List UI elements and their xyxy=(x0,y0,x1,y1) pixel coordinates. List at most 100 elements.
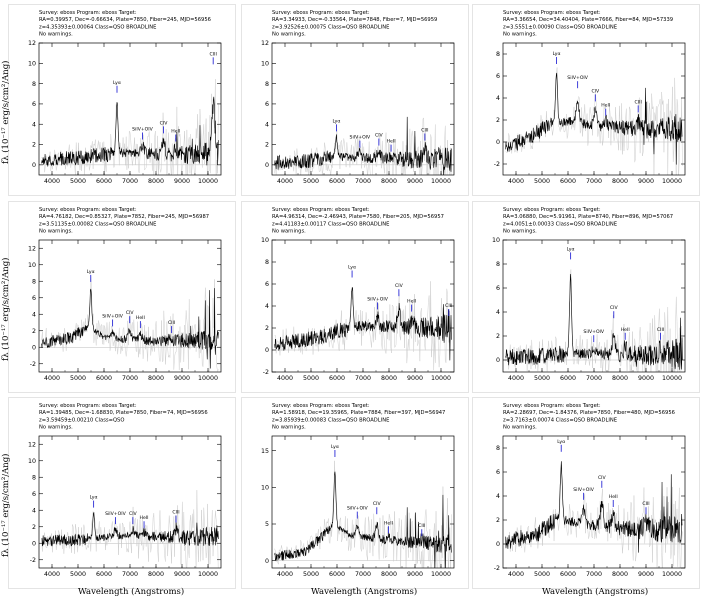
spectrum-chart: Survey: eboss Program: eboss Target:RA=0… xyxy=(28,10,222,185)
panel-header-line: No warnings. xyxy=(39,32,73,38)
y-tick-label: 6 xyxy=(265,101,269,108)
y-tick-label: 10 xyxy=(492,237,500,244)
y-tick-label: 0 xyxy=(265,162,269,169)
x-tick-label: 9000 xyxy=(174,571,190,578)
y-tick-label: 2 xyxy=(32,142,36,149)
y-tick-label: 10 xyxy=(28,458,36,465)
x-tick-label: 8000 xyxy=(148,178,164,185)
x-tick-label: 6000 xyxy=(96,571,112,578)
spectrum-panel: Survey: eboss Program: eboss Target: RA=0… xyxy=(8,4,236,196)
y-tick-label: -2 xyxy=(263,369,269,376)
emission-line-label: HeII xyxy=(171,129,180,135)
x-tick-label: 10000 xyxy=(662,571,682,578)
emission-line-label: Lyα xyxy=(331,444,339,450)
x-tick-label: 5000 xyxy=(70,178,86,185)
panel-header-line: RA=1.39485, Dec=-1.68830, Plate=7850, Fi… xyxy=(39,410,208,416)
emission-line-label: Lyα xyxy=(90,495,98,501)
error-spectrum xyxy=(505,464,683,568)
x-tick-label: 5000 xyxy=(534,571,550,578)
spectrum-panel: Survey: eboss Program: eboss Target: RA=4… xyxy=(8,201,236,393)
y-tick-label: 6 xyxy=(32,101,36,108)
x-tick-label: 9000 xyxy=(407,178,423,185)
emission-line-label: SiIV+OIV xyxy=(350,135,372,141)
x-tick-label: 8000 xyxy=(381,178,397,185)
x-tick-label: 6000 xyxy=(329,375,345,382)
emission-line-label: CIV xyxy=(375,133,384,139)
x-tick-label: 7000 xyxy=(355,571,371,578)
x-tick-label: 4000 xyxy=(277,375,293,382)
plot-frame xyxy=(38,239,222,373)
panel-header-line: Survey: eboss Program: eboss Target: xyxy=(272,403,370,409)
emission-line-label: CIII xyxy=(172,509,179,515)
emission-line-label: HeII xyxy=(621,327,630,333)
x-tick-label: 5000 xyxy=(534,375,550,382)
emission-line-label: HeII xyxy=(384,520,393,526)
error-spectrum xyxy=(41,79,219,175)
x-tick-label: 4000 xyxy=(508,375,524,382)
x-tick-label: 7000 xyxy=(586,375,602,382)
x-tick-label: 9000 xyxy=(407,571,423,578)
y-tick-label: -2 xyxy=(494,565,500,572)
x-axis-label: Wavelength (Angstroms) xyxy=(311,587,418,597)
emission-line-label: CIII xyxy=(642,501,649,507)
y-tick-label: 8 xyxy=(496,51,500,58)
y-tick-label: 0 xyxy=(496,139,500,146)
x-tick-label: 6000 xyxy=(96,178,112,185)
panel-header-line: RA=1.58918, Dec=19.35965, Plate=7884, Fi… xyxy=(272,410,445,416)
x-tick-label: 6000 xyxy=(560,571,576,578)
x-tick-label: 10000 xyxy=(198,571,218,578)
x-tick-label: 10000 xyxy=(198,178,218,185)
panel-header-line: Survey: eboss Program: eboss Target: xyxy=(39,403,137,409)
x-tick-label: 9000 xyxy=(638,375,654,382)
x-tick-label: 7000 xyxy=(122,178,138,185)
panel-header-line: No warnings. xyxy=(503,32,537,38)
y-tick-label: 4 xyxy=(32,507,36,514)
x-tick-label: 10000 xyxy=(662,375,682,382)
panel-header-line: Survey: eboss Program: eboss Target: xyxy=(272,10,370,16)
y-tick-label: 2 xyxy=(265,142,269,149)
x-tick-label: 9000 xyxy=(174,178,190,185)
panel-header-line: z=4.35393±0.00064 Class=QSO BROADLINE xyxy=(39,24,156,30)
spectrum-panel: Survey: eboss Program: eboss Target: RA=1… xyxy=(8,397,236,589)
y-tick-label: 8 xyxy=(32,81,36,88)
y-tick-label: 4 xyxy=(496,95,500,102)
emission-line-label: CIV xyxy=(160,120,169,126)
panel-header-line: RA=3.36654, Dec=34.40404, Plate=7666, Fi… xyxy=(503,17,673,23)
panel-header-line: z=4.41183±0.00117 Class=QSO BROADLINE xyxy=(272,221,389,227)
y-tick-label: 2 xyxy=(496,333,500,340)
emission-line-label: Lyα xyxy=(553,51,561,57)
panel-header-line: RA=4.96314, Dec=-2.46943, Plate=7580, Fi… xyxy=(272,214,444,220)
y-tick-label: -2 xyxy=(494,161,500,168)
panel-header-line: No warnings. xyxy=(503,425,537,431)
y-tick-label: 10 xyxy=(261,237,269,244)
x-tick-label: 7000 xyxy=(586,178,602,185)
y-tick-label: 12 xyxy=(28,245,36,252)
x-tick-label: 8000 xyxy=(381,375,397,382)
spectrum-chart: Survey: eboss Program: eboss Target:RA=2… xyxy=(494,403,686,578)
y-tick-label: 5 xyxy=(265,521,269,528)
y-axis-label: fλ (10⁻¹⁷ erg/s/cm²/Ang) xyxy=(1,60,11,164)
y-tick-label: 0 xyxy=(32,540,36,547)
panel-header-line: Survey: eboss Program: eboss Target: xyxy=(503,10,601,16)
emission-line-label: CIII xyxy=(635,99,642,105)
emission-line-label: HeII xyxy=(601,103,610,109)
x-tick-label: 6000 xyxy=(560,178,576,185)
y-tick-label: 2 xyxy=(265,325,269,332)
y-tick-label: 6 xyxy=(32,295,36,302)
spectrum-chart: Survey: eboss Program: eboss Target:RA=3… xyxy=(261,10,455,185)
x-axis-label: Wavelength (Angstroms) xyxy=(542,587,649,597)
y-tick-label: 12 xyxy=(261,40,269,47)
y-axis-label: fλ (10⁻¹⁷ erg/s/cm²/Ang) xyxy=(1,453,11,557)
emission-line-label: HeII xyxy=(387,139,396,145)
emission-line-label: CIII xyxy=(168,320,175,326)
spectrum-panel: Survey: eboss Program: eboss Target: RA=3… xyxy=(472,4,700,196)
panel-header-line: No warnings. xyxy=(503,229,537,235)
emission-line-label: CIII xyxy=(445,303,452,309)
x-tick-label: 9000 xyxy=(174,375,190,382)
y-tick-label: 6 xyxy=(496,285,500,292)
emission-line-label: Lyα xyxy=(113,80,121,86)
x-tick-label: 4000 xyxy=(277,178,293,185)
y-tick-label: 10 xyxy=(28,262,36,269)
emission-line-label: CIV xyxy=(129,511,138,517)
emission-line-label: SiIV+OIV xyxy=(367,296,389,302)
